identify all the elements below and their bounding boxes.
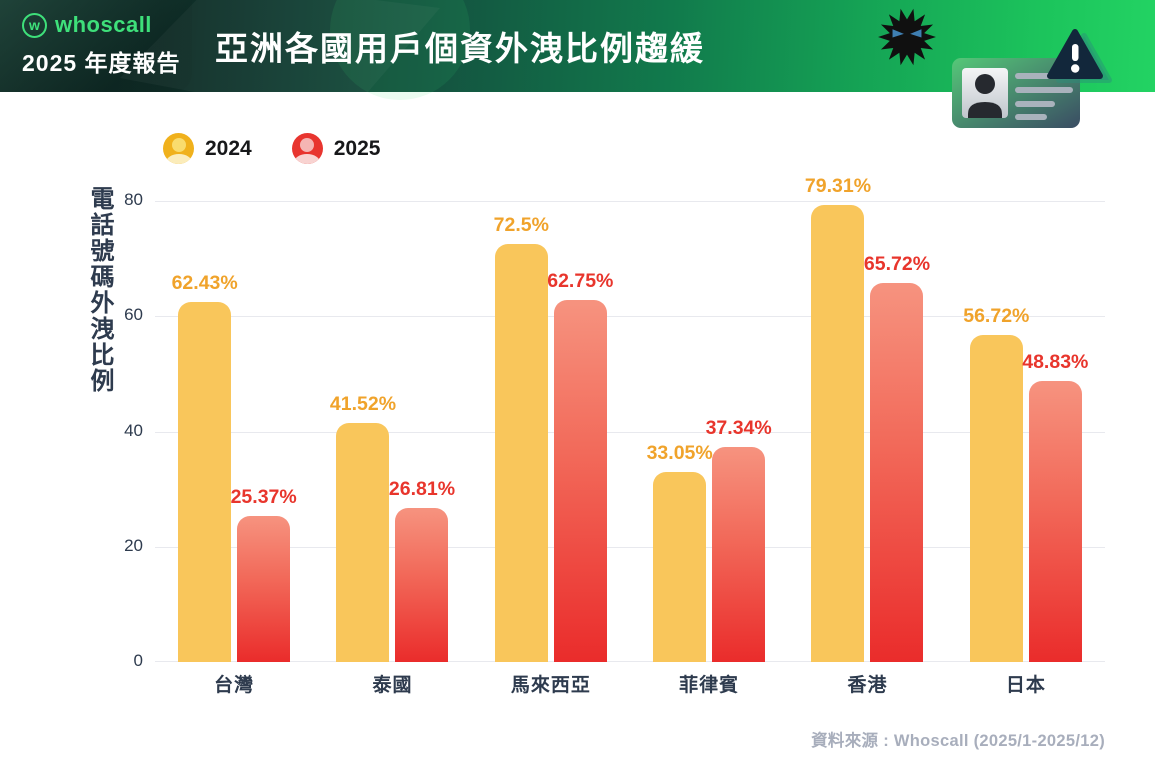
x-category-label-台灣: 台灣 [214, 675, 255, 696]
y-tick-label-60: 60 [124, 305, 143, 325]
y-tick-label-0: 0 [133, 651, 143, 670]
value-label-2024-香港: 79.31% [804, 174, 872, 197]
y-tick-label-40: 40 [124, 420, 143, 440]
whoscall-logo-icon: w [22, 12, 47, 38]
bar-group-泰國: 41.52% 26.81% [313, 201, 471, 662]
y-tick-label-20: 20 [124, 535, 143, 555]
bar-2025-泰國 [395, 507, 449, 662]
bar-2024-香港 [811, 204, 865, 662]
bar-group-馬來西亞: 72.5% 62.75% [472, 201, 630, 662]
y-axis-title: 電話號碼外洩比例 [86, 186, 113, 394]
bar-2024-日本 [969, 335, 1023, 662]
header-banner: w whoscall 2025 年度報告 亞洲各國用戶個資外洩比例趨緩 [0, 0, 1155, 120]
value-label-2025-菲律賓: 37.34% [705, 416, 772, 439]
malware-virus-icon [878, 8, 936, 66]
legend-item-2025: 2025 [291, 133, 381, 164]
bar-slot: 26.81% [389, 201, 455, 662]
x-category-label-菲律賓: 菲律賓 [679, 675, 740, 696]
value-label-2025-香港: 65.72% [863, 253, 931, 276]
value-label-2024-台灣: 62.43% [171, 272, 238, 295]
bar-slot: 72.5% [493, 201, 549, 662]
bar-slot: 25.37% [231, 201, 297, 662]
gridline-80 [155, 201, 1105, 202]
value-label-2024-菲律賓: 33.05% [646, 441, 713, 464]
bar-slot: 33.05% [647, 201, 713, 662]
bar-slot: 79.31% [805, 175, 871, 662]
value-label-2025-泰國: 26.81% [388, 477, 456, 500]
bar-slot: 56.72% [963, 201, 1029, 662]
gridline-0 [155, 661, 1105, 662]
value-label-2025-日本: 48.83% [1022, 350, 1089, 373]
bar-2024-台灣 [178, 302, 232, 662]
bar-group-台灣: 62.43% 25.37% [155, 201, 313, 662]
legend-label-2025: 2025 [333, 136, 381, 160]
legend-item-2024: 2024 [163, 133, 252, 164]
y-tick-label-80: 80 [124, 190, 143, 209]
x-category-label-日本: 日本 [1005, 675, 1046, 696]
bar-2024-泰國 [336, 422, 390, 662]
report-year-label: 2025 年度報告 [22, 50, 181, 76]
gridline-20 [155, 546, 1105, 548]
bar-2025-菲律賓 [712, 446, 766, 662]
bar-slot: 37.34% [706, 201, 772, 662]
bar-2025-馬來西亞 [553, 300, 607, 662]
brand-block: w whoscall 2025 年度報告 [22, 12, 181, 78]
gridline-40 [155, 431, 1105, 433]
warning-triangle-icon [1047, 29, 1112, 83]
bar-2025-台灣 [237, 515, 291, 662]
bar-2025-日本 [1028, 380, 1082, 662]
gridline-60 [155, 316, 1105, 318]
chart-legend: 2024 2025 [163, 133, 380, 164]
person-avatar-2024-icon [163, 133, 194, 164]
value-label-2024-馬來西亞: 72.5% [493, 214, 549, 237]
id-card-icon [952, 29, 1112, 128]
page-title: 亞洲各國用戶個資外洩比例趨緩 [215, 30, 705, 67]
bar-2025-香港 [870, 283, 924, 662]
bar-group-菲律賓: 33.05% 37.34% [630, 201, 788, 662]
bar-slot: 48.83% [1022, 201, 1088, 662]
x-category-label-香港: 香港 [847, 675, 888, 696]
bar-group-香港: 79.31% 65.72% [788, 175, 946, 662]
bar-slot: 62.43% [172, 201, 238, 662]
bar-slot: 41.52% [330, 201, 396, 662]
x-category-label-馬來西亞: 馬來西亞 [510, 675, 591, 696]
value-label-2024-日本: 56.72% [963, 305, 1030, 328]
bar-slot: 65.72% [864, 201, 930, 662]
value-label-2024-泰國: 41.52% [329, 392, 397, 415]
bar-2024-馬來西亞 [494, 244, 548, 662]
brand-name: whoscall [55, 12, 152, 37]
value-label-2025-台灣: 25.37% [230, 485, 297, 508]
bar-group-日本: 56.72% 48.83% [947, 201, 1105, 662]
bar-2024-菲律賓 [653, 471, 707, 662]
person-avatar-2025-icon [291, 133, 323, 164]
data-source-note: 資料來源 : Whoscall (2025/1-2025/12) [811, 732, 1105, 750]
bar-slot: 62.75% [547, 201, 613, 662]
legend-label-2024: 2024 [205, 136, 252, 160]
x-category-label-泰國: 泰國 [372, 675, 413, 696]
plot-area: 62.43% 25.37% 41.52% 26.81% 72.5% 62.75% 33.05… [155, 175, 1105, 662]
value-label-2025-馬來西亞: 62.75% [547, 270, 614, 293]
